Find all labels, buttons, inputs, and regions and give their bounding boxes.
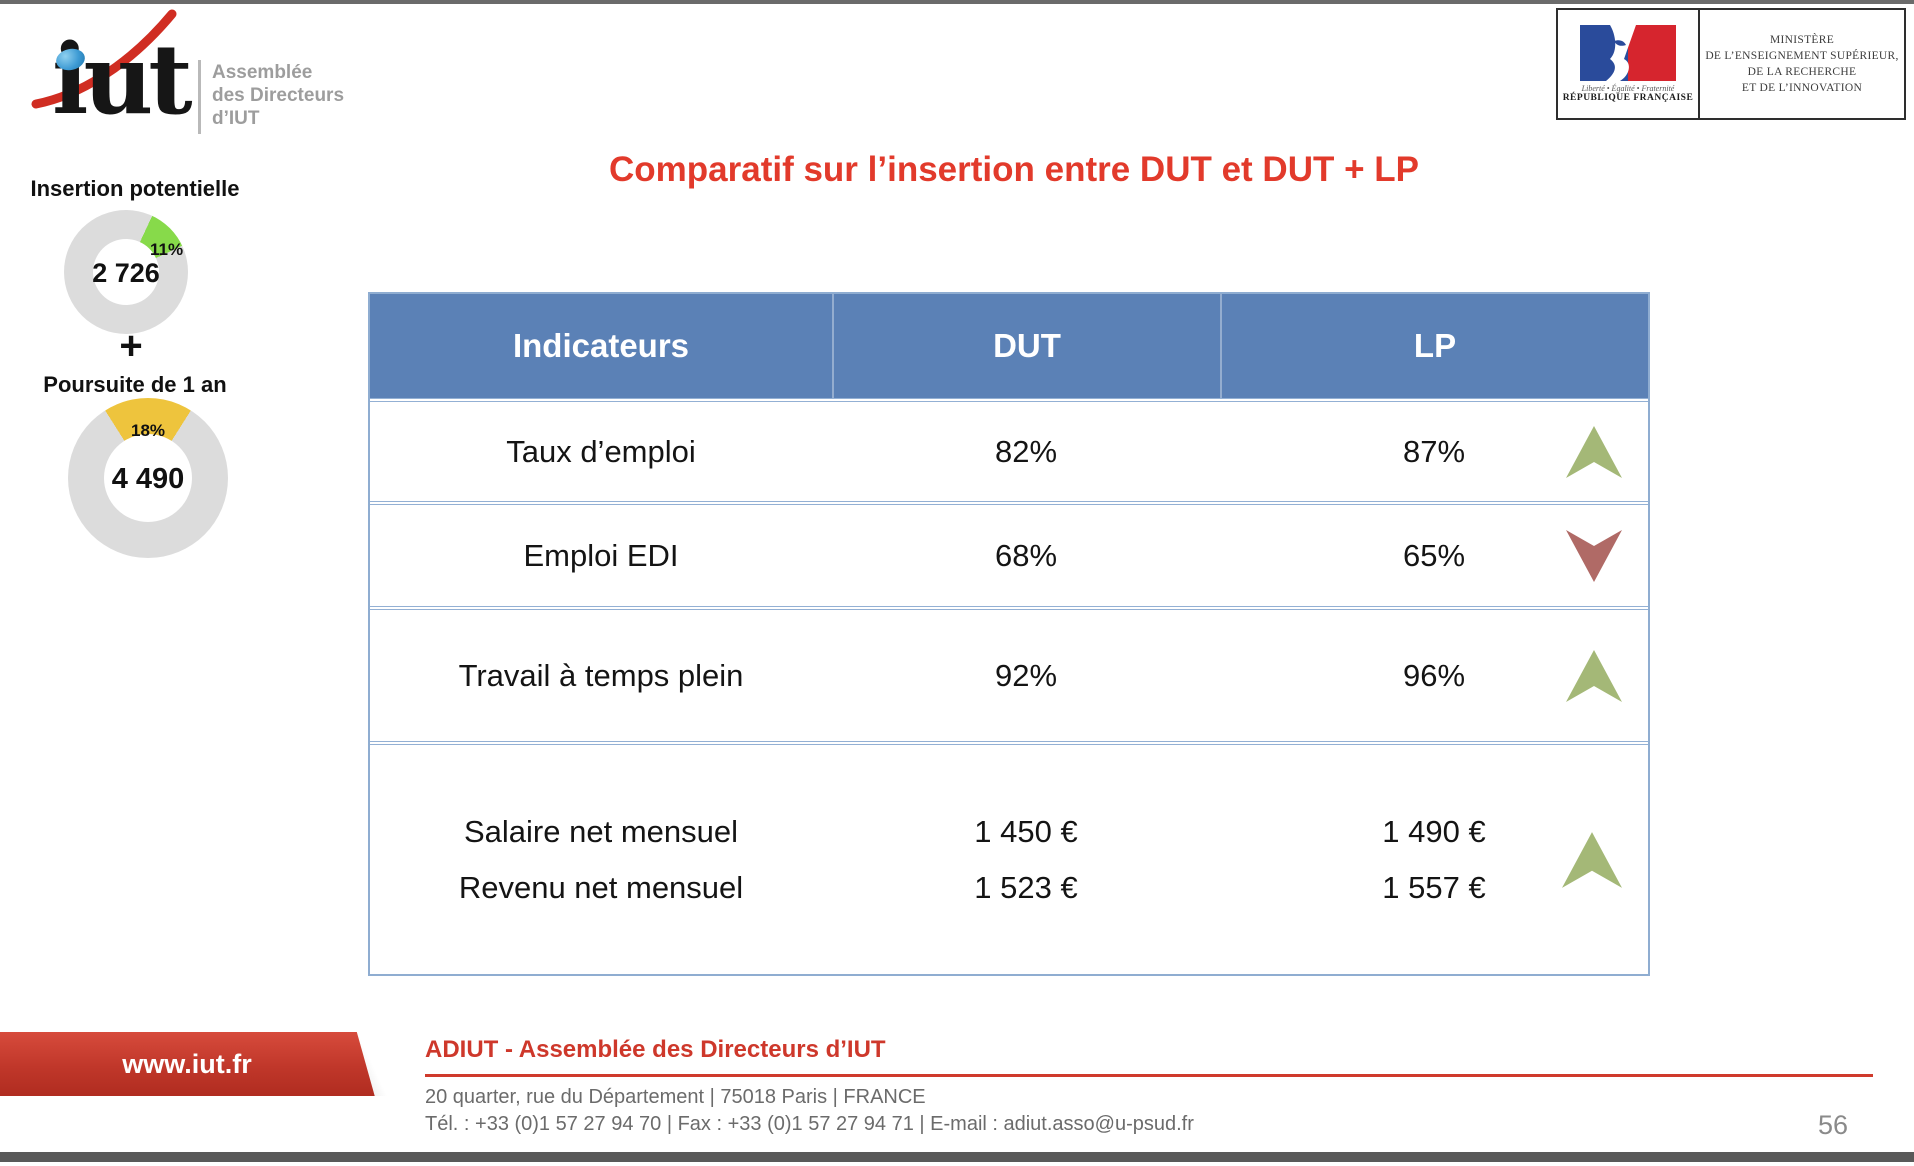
column-header-lp: LP	[1220, 294, 1648, 398]
lp-value: 96%	[1402, 657, 1466, 693]
donut1-percent-label: 11%	[150, 240, 184, 259]
row-label: Taux d’emploi	[506, 433, 696, 469]
french-flag-icon	[1580, 25, 1676, 81]
bottom-border-bar	[0, 1152, 1914, 1162]
republique-text: RÉPUBLIQUE FRANÇAISE	[1562, 93, 1694, 103]
donut2-title: Poursuite de 1 an	[43, 372, 227, 397]
table-row: Salaire net mensuel Revenu net mensuel 1…	[370, 741, 1648, 974]
table-row: Travail à temps plein 92% 96%	[370, 606, 1648, 741]
column-header-indicateurs: Indicateurs	[512, 327, 690, 364]
donut-chart-poursuite	[68, 398, 228, 558]
dut-value: 1 450 €	[974, 813, 1078, 849]
lp-value-group: 1 490 € 1 557 €	[1220, 804, 1648, 916]
row-label: Travail à temps plein	[458, 657, 744, 693]
dut-value: 82%	[994, 433, 1058, 469]
ministry-title-line: MINISTÈRE	[1769, 34, 1835, 46]
ministry-title-line: ET DE L’INNOVATION	[1741, 82, 1863, 94]
lp-value: 1 490 €	[1382, 813, 1486, 849]
donut1-title: Insertion potentielle	[30, 176, 240, 201]
donut1-center-value: 2 726	[92, 258, 160, 288]
lp-value: 65%	[1402, 537, 1466, 573]
plus-sign: +	[119, 324, 143, 368]
trend-up-icon	[1566, 649, 1622, 702]
logo-org-text: Assemblée des Directeurs d’IUT	[212, 61, 344, 130]
dut-value: 92%	[994, 657, 1058, 693]
table-row: Emploi EDI 68% 65%	[370, 501, 1648, 606]
donut2-center-value: 4 490	[111, 463, 185, 495]
table-row: Taux d’emploi 82% 87%	[370, 398, 1648, 501]
donut2-percent-label: 18%	[130, 421, 166, 440]
row-label: Revenu net mensuel	[458, 869, 744, 905]
row-label: Salaire net mensuel	[464, 813, 738, 849]
footer-divider-rule	[425, 1074, 1873, 1077]
donut2-hole	[104, 434, 192, 522]
footer-org-title: ADIUT - Assemblée des Directeurs d’IUT	[425, 1036, 886, 1063]
website-ribbon	[0, 1032, 396, 1096]
trend-up-icon	[1562, 831, 1622, 888]
page-number: 56	[1818, 1110, 1849, 1140]
donut-chart-insertion	[64, 210, 188, 334]
row-label-group: Salaire net mensuel Revenu net mensuel	[370, 804, 832, 916]
row-label: Emploi EDI	[523, 537, 679, 573]
footer-address: 20 quarter, rue du Département | 75018 P…	[425, 1086, 926, 1108]
logo-org-line: d’IUT	[212, 108, 260, 129]
page-curl-icon	[356, 1032, 396, 1096]
motto-text: Liberté • Égalité • Fraternité	[1581, 84, 1675, 93]
iut-brand-text: iut	[52, 23, 193, 136]
dut-value: 1 523 €	[974, 869, 1078, 905]
comparison-table: Indicateurs DUT LP Taux d’emploi 82% 87%…	[368, 292, 1650, 976]
iut-logo: iut Assemblée des Directeurs d’IUT	[22, 4, 352, 136]
website-url: www.iut.fr	[122, 1049, 252, 1079]
table-header-row: Indicateurs DUT LP	[370, 294, 1648, 398]
republique-francaise-emblem: Liberté • Égalité • Fraternité RÉPUBLIQU…	[1558, 10, 1700, 118]
column-header-dut: DUT	[832, 294, 1220, 398]
dut-value: 68%	[994, 537, 1058, 573]
lp-value: 87%	[1402, 433, 1466, 469]
footer-contacts: Tél. : +33 (0)1 57 27 94 70 | Fax : +33 …	[425, 1113, 1194, 1135]
red-swoosh-icon	[31, 9, 177, 109]
trend-up-icon	[1566, 425, 1622, 478]
logo-divider	[198, 60, 201, 134]
ministry-title-line: DE LA RECHERCHE	[1747, 66, 1857, 78]
ministry-logo-block: Liberté • Égalité • Fraternité RÉPUBLIQU…	[1556, 8, 1906, 120]
lp-value: 1 557 €	[1382, 869, 1486, 905]
ministry-title: MINISTÈRE DE L’ENSEIGNEMENT SUPÉRIEUR, D…	[1700, 10, 1904, 118]
ministry-title-line: DE L’ENSEIGNEMENT SUPÉRIEUR,	[1705, 50, 1899, 62]
logo-org-line: des Directeurs	[212, 85, 345, 106]
dut-value-group: 1 450 € 1 523 €	[832, 804, 1220, 916]
page-title: Comparatif sur l’insertion entre DUT et …	[609, 150, 1419, 189]
donut1-hole	[93, 239, 159, 305]
logo-org-line: Assemblée	[212, 62, 313, 83]
trend-down-icon	[1566, 529, 1622, 582]
top-border-bar	[0, 0, 1914, 4]
